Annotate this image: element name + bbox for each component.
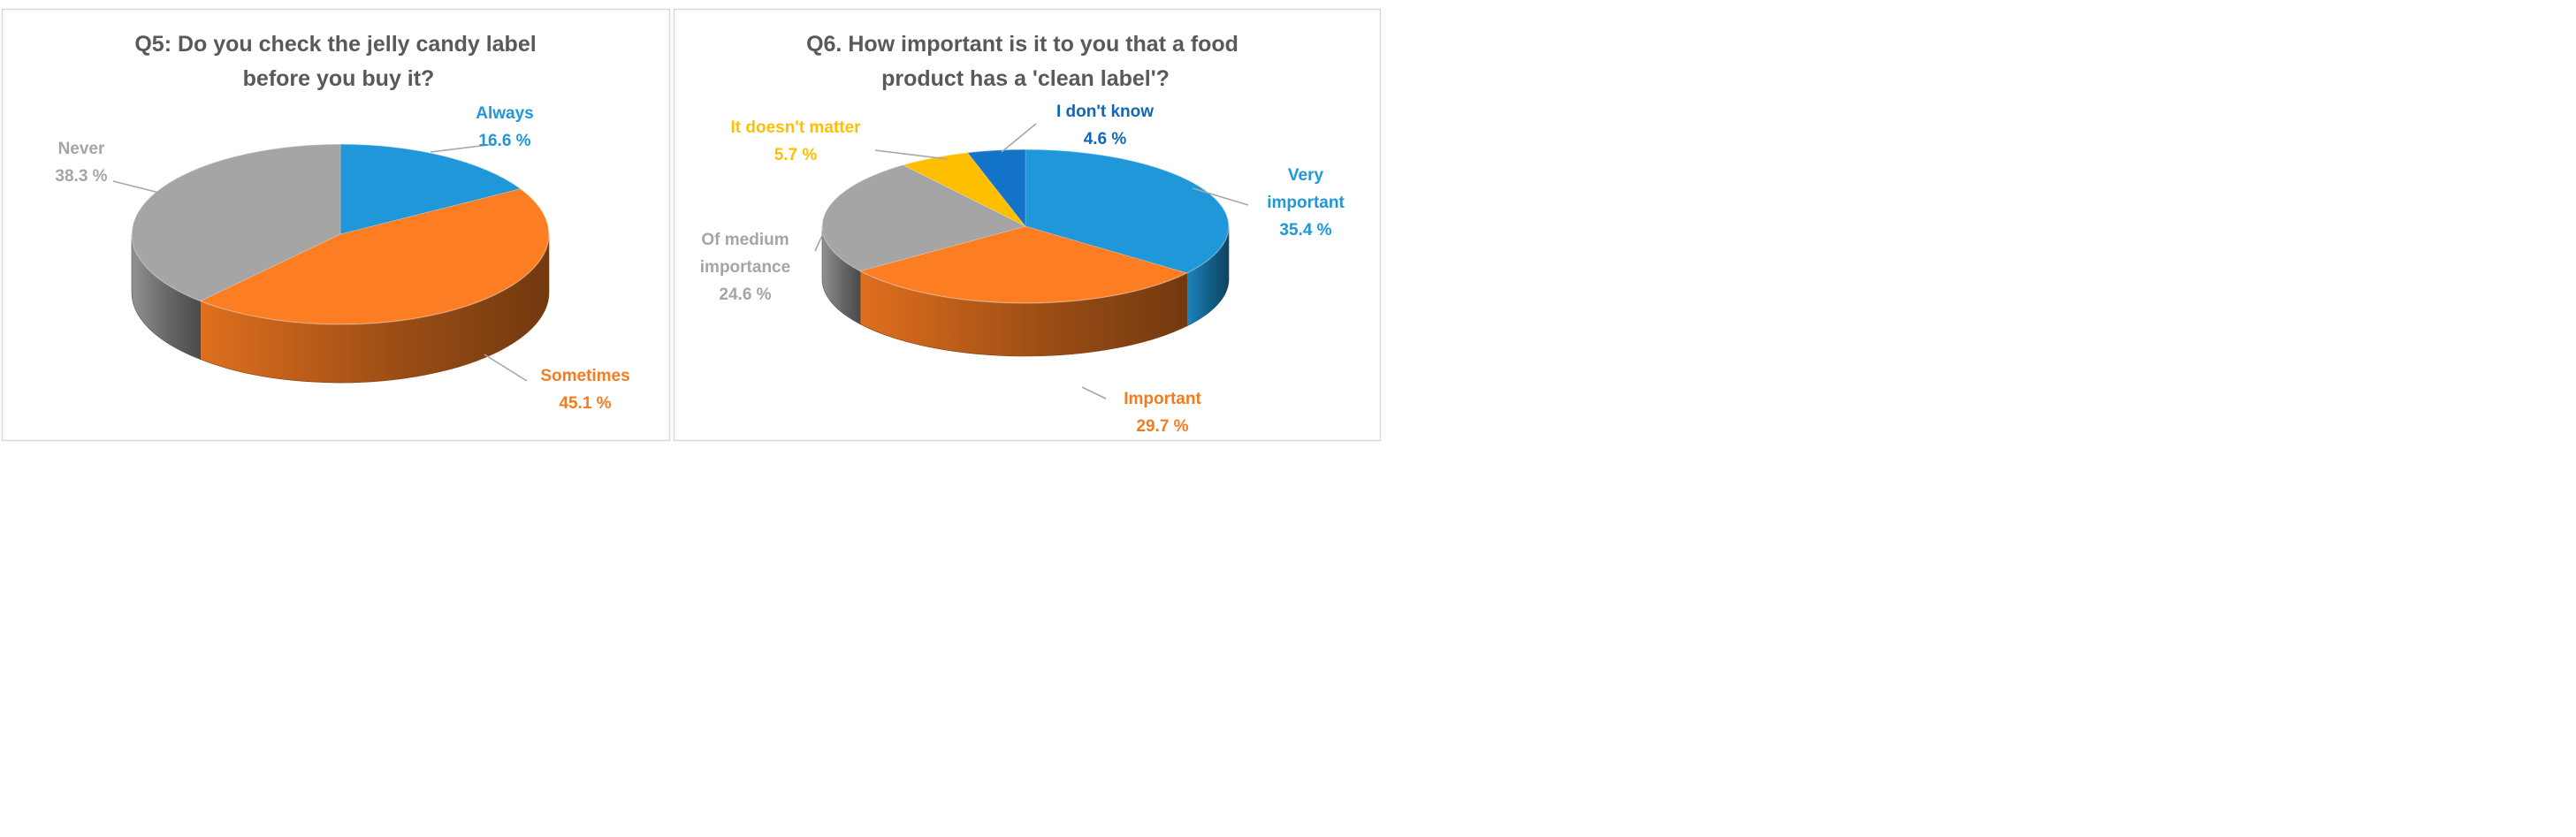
data-label-1-1: Always 16.6 % bbox=[476, 104, 533, 150]
data-label-value: 16.6 % bbox=[478, 132, 530, 150]
chart-title-q6: Q6. How important is it to you that a fo… bbox=[806, 32, 1245, 91]
leader-line-1-1 bbox=[430, 143, 496, 153]
data-label-name: important bbox=[1267, 194, 1345, 212]
data-label-name: Of medium bbox=[701, 231, 789, 249]
data-label-name: I don't know bbox=[1056, 103, 1154, 121]
pie-slice-2-3 bbox=[821, 164, 1026, 271]
chart-canvas: Q5: Do you check the jelly candy label b… bbox=[1, 8, 1382, 442]
data-label-name: Sometimes bbox=[540, 367, 629, 385]
data-label-value: 4.6 % bbox=[1084, 130, 1127, 148]
data-label-2-4: It doesn't matter 5.7 % bbox=[730, 118, 861, 164]
pie-charts: Always 16.6 % Sometimes 45.1 % Never 38.3 % Ve… bbox=[55, 103, 1345, 436]
chart-title-q6-line-2: product has a 'clean label'? bbox=[881, 66, 1170, 91]
data-label-name: Never bbox=[58, 140, 105, 158]
chart-title-q5: Q5: Do you check the jelly candy label b… bbox=[134, 32, 542, 91]
data-label-1-3: Never 38.3 % bbox=[55, 140, 107, 186]
chart-title-q5-line-1: Q5: Do you check the jelly candy label bbox=[134, 32, 536, 57]
data-label-name: Important bbox=[1124, 390, 1201, 408]
pie-slice-2-5 bbox=[966, 148, 1026, 227]
data-label-value: 24.6 % bbox=[719, 285, 771, 304]
pie-slice-1-1 bbox=[339, 143, 522, 235]
leader-line-2-3 bbox=[814, 214, 833, 252]
data-label-name: Always bbox=[476, 104, 533, 123]
data-label-name: It doesn't matter bbox=[730, 118, 861, 137]
chart-title-q5-line-2: before you buy it? bbox=[243, 66, 435, 91]
data-label-value: 29.7 % bbox=[1136, 417, 1188, 436]
data-label-value: 38.3 % bbox=[55, 167, 107, 186]
leader-line-1-3 bbox=[112, 180, 160, 194]
pie-slice-2-2 bbox=[859, 225, 1188, 304]
chart-title-q6-line-1: Q6. How important is it to you that a fo… bbox=[806, 32, 1238, 57]
leader-line-2-5 bbox=[1001, 123, 1037, 153]
data-label-2-1: Very important 35.4 % bbox=[1267, 166, 1345, 240]
leader-line-2-1 bbox=[1192, 187, 1249, 206]
leader-line-2-4 bbox=[874, 149, 949, 160]
data-label-name: importance bbox=[700, 258, 790, 277]
pie-rim bbox=[821, 148, 1230, 304]
data-label-2-3: Of medium importance 24.6 % bbox=[700, 231, 790, 304]
leader-line-1-2 bbox=[484, 354, 528, 382]
pie-rim bbox=[131, 143, 550, 325]
pie-slice-1-3 bbox=[131, 143, 341, 301]
pie-slice-1-2 bbox=[200, 188, 550, 325]
data-label-2-5: I don't know 4.6 % bbox=[1056, 103, 1154, 148]
pie-chart-2: Very important 35.4 % Important 29.7 % Of med… bbox=[700, 103, 1345, 436]
leader-line-2-2 bbox=[1081, 386, 1107, 399]
data-label-2-2: Important 29.7 % bbox=[1124, 390, 1201, 436]
data-label-value: 45.1 % bbox=[559, 394, 611, 413]
pie-chart-1: Always 16.6 % Sometimes 45.1 % Never 38.3 % bbox=[55, 104, 629, 413]
data-label-1-2: Sometimes 45.1 % bbox=[540, 367, 629, 413]
data-label-value: 5.7 % bbox=[774, 146, 818, 164]
data-label-name: Very bbox=[1288, 166, 1324, 185]
chart-figure: Q5: Do you check the jelly candy label b… bbox=[0, 0, 1386, 451]
data-label-value: 35.4 % bbox=[1279, 221, 1331, 240]
